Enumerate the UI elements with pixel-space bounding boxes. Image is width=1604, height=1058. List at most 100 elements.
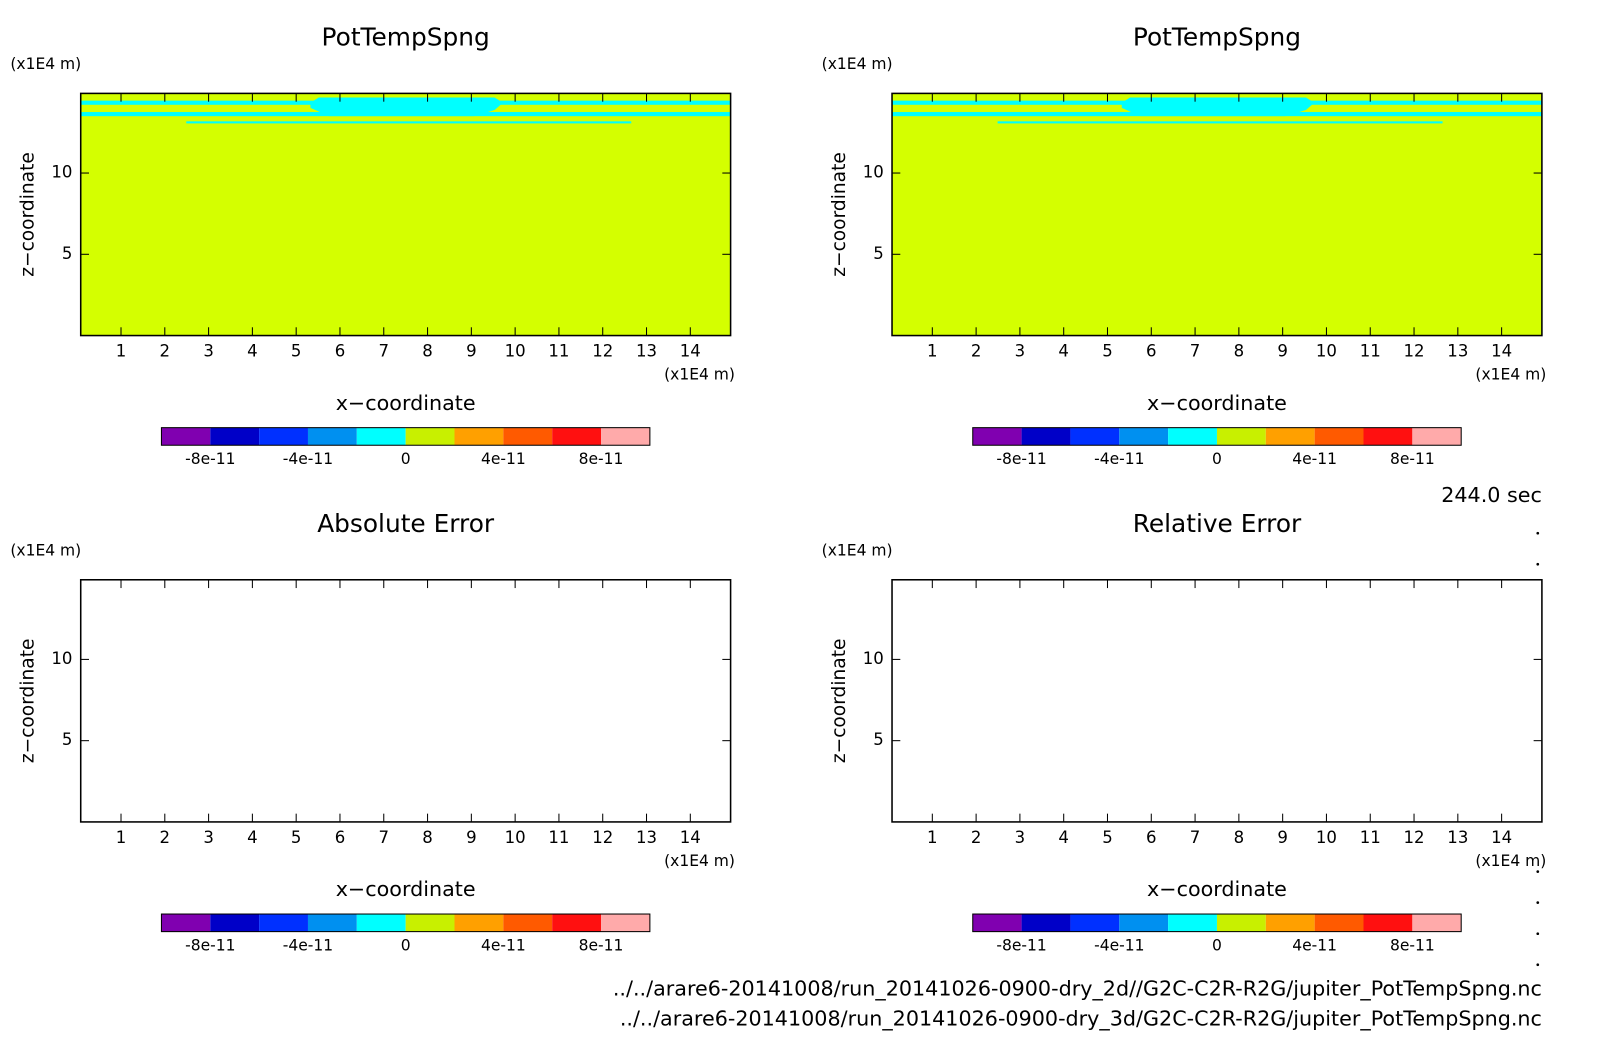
contour-line bbox=[997, 121, 1443, 124]
colorbar-segment bbox=[356, 427, 406, 446]
colorbar-segment bbox=[552, 427, 602, 446]
x-tick-label: 4 bbox=[247, 342, 258, 361]
x-tick-label: 2 bbox=[971, 828, 982, 847]
colorbar-tick-label: -4e-11 bbox=[1094, 450, 1144, 468]
field bbox=[892, 93, 1542, 336]
colorbar-tick-label: -8e-11 bbox=[996, 450, 1046, 468]
colorbar-tick-label: -4e-11 bbox=[283, 450, 333, 468]
colorbar-segment bbox=[1412, 914, 1462, 932]
x-tick-label: 12 bbox=[1404, 342, 1425, 361]
colorbar-segment bbox=[161, 914, 211, 932]
colorbar-segment bbox=[1314, 914, 1364, 932]
dots bbox=[1536, 531, 1540, 967]
colorbar-segment bbox=[210, 914, 260, 932]
panel: Absolute Error (x1E4 m) z−coordinate (x1E4 … bbox=[10, 509, 735, 955]
colorbar-tick-label: 8e-11 bbox=[579, 450, 624, 468]
colorbar-segment bbox=[972, 914, 1022, 932]
colorbar-segment bbox=[1119, 914, 1169, 932]
x-tick-label: 5 bbox=[1102, 342, 1113, 361]
colorbar-segment bbox=[503, 427, 553, 446]
x-tick-label: 3 bbox=[1015, 342, 1026, 361]
y-unit: (x1E4 m) bbox=[10, 55, 81, 73]
contour-band bbox=[1121, 97, 1315, 117]
time-label: 244.0 sec bbox=[1441, 483, 1542, 507]
colorbar-segment bbox=[1363, 914, 1413, 932]
colorbar-segment bbox=[1070, 914, 1120, 932]
colorbar-segment bbox=[454, 427, 504, 446]
colorbar-segment bbox=[405, 427, 455, 446]
x-tick-label: 9 bbox=[1277, 828, 1288, 847]
colorbar-tick-label: 8e-11 bbox=[579, 937, 624, 955]
colorbar-tick-label: -8e-11 bbox=[185, 937, 235, 955]
colorbar-segment bbox=[972, 427, 1022, 446]
x-tick-label: 13 bbox=[1447, 828, 1468, 847]
colorbar-segment bbox=[503, 914, 553, 932]
x-tick-label: 11 bbox=[548, 342, 569, 361]
x-tick-label: 3 bbox=[203, 342, 214, 361]
colorbar-segment bbox=[259, 914, 308, 932]
x-tick-label: 13 bbox=[1447, 342, 1468, 361]
colorbar-segment bbox=[601, 427, 650, 446]
x-tick-label: 7 bbox=[378, 828, 389, 847]
panel: PotTempSpng (x1E4 m) z−coordinate (x1E4 m) x… bbox=[10, 23, 735, 469]
x-tick-label: 14 bbox=[680, 828, 701, 847]
x-tick-label: 12 bbox=[592, 828, 613, 847]
y-tick-label: 10 bbox=[51, 163, 72, 182]
x-tick-label: 1 bbox=[116, 342, 127, 361]
x-tick-label: 6 bbox=[335, 342, 346, 361]
x-tick-label: 10 bbox=[1316, 342, 1337, 361]
colorbar-segment bbox=[601, 914, 650, 932]
y-tick-label: 10 bbox=[863, 649, 884, 668]
x-tick-label: 1 bbox=[927, 342, 938, 361]
colorbar-segment bbox=[1314, 427, 1364, 446]
x-tick-label: 14 bbox=[680, 342, 701, 361]
colorbar-frame bbox=[972, 913, 1462, 933]
colorbar-segment bbox=[552, 914, 602, 932]
colorbar-tick-label: -8e-11 bbox=[996, 937, 1046, 955]
x-tick-label: 6 bbox=[335, 828, 346, 847]
panel-title: Relative Error bbox=[1133, 509, 1302, 538]
x-tick-label: 4 bbox=[1058, 828, 1069, 847]
colorbar-segment bbox=[307, 914, 357, 932]
x-axis-label: x−coordinate bbox=[1147, 877, 1287, 901]
panel: PotTempSpng (x1E4 m) z−coordinate (x1E4 m) x… bbox=[822, 23, 1547, 469]
colorbar-tick-label: -4e-11 bbox=[283, 937, 333, 955]
x-tick-label: 10 bbox=[505, 828, 526, 847]
x-tick-label: 6 bbox=[1146, 828, 1157, 847]
colorbar-segment bbox=[356, 914, 406, 932]
x-tick-label: 9 bbox=[466, 828, 477, 847]
x-tick-label: 10 bbox=[1316, 828, 1337, 847]
plot-frame bbox=[79, 92, 732, 337]
x-tick-label: 11 bbox=[1360, 828, 1381, 847]
colorbar-segment bbox=[259, 427, 308, 446]
colorbar-segment bbox=[1412, 427, 1462, 446]
y-unit: (x1E4 m) bbox=[822, 541, 893, 559]
colorbar-segment bbox=[1216, 427, 1266, 446]
colorbar-tick-label: 4e-11 bbox=[481, 450, 526, 468]
x-tick-label: 8 bbox=[422, 342, 433, 361]
x-tick-label: 2 bbox=[160, 342, 171, 361]
y-tick-label: 10 bbox=[863, 163, 884, 182]
x-tick-label: 9 bbox=[1277, 342, 1288, 361]
y-tick-label: 5 bbox=[873, 730, 884, 749]
colorbar-segment bbox=[1216, 914, 1266, 932]
x-tick-label: 1 bbox=[927, 828, 938, 847]
y-tick-label: 5 bbox=[62, 730, 73, 749]
x-axis-label: x−coordinate bbox=[1147, 391, 1287, 415]
x-tick-label: 8 bbox=[422, 828, 433, 847]
x-tick-label: 8 bbox=[1234, 342, 1245, 361]
x-tick-label: 14 bbox=[1491, 828, 1512, 847]
y-unit: (x1E4 m) bbox=[10, 541, 81, 559]
y-tick-label: 5 bbox=[873, 244, 884, 263]
y-axis-label: z−coordinate bbox=[829, 639, 850, 764]
plot-frame bbox=[79, 579, 732, 823]
x-tick-label: 10 bbox=[505, 342, 526, 361]
x-tick-label: 11 bbox=[1360, 342, 1381, 361]
plot-frame bbox=[891, 579, 1543, 823]
x-tick-label: 11 bbox=[548, 828, 569, 847]
y-axis-label: z−coordinate bbox=[17, 639, 38, 764]
x-tick-label: 12 bbox=[592, 342, 613, 361]
plot-frame bbox=[891, 92, 1543, 337]
colorbar-tick-label: 4e-11 bbox=[1292, 450, 1337, 468]
